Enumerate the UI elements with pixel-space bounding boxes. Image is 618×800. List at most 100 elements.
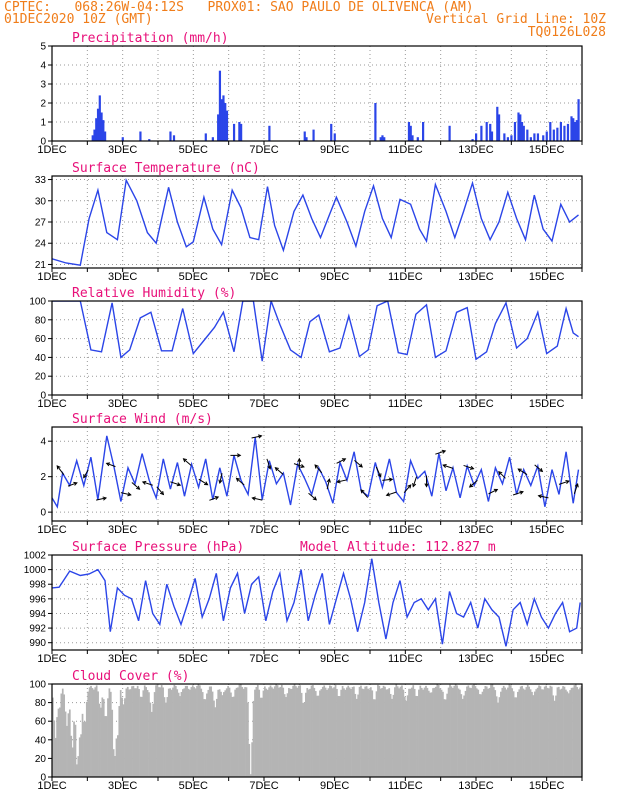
wind-arrow-head [267, 465, 272, 470]
cloud-bar [255, 687, 258, 777]
cloud-bar [415, 695, 417, 777]
cloud-bar [483, 689, 485, 777]
cloud-bar [485, 686, 488, 777]
cloud-bar [447, 687, 450, 777]
cloud-bar [563, 686, 566, 777]
wind-arrow [382, 478, 393, 481]
wind-arrow [336, 458, 346, 464]
wind-arrow-head [102, 496, 108, 501]
model-altitude: Model Altitude: 112.827 m [300, 540, 496, 555]
series-line [52, 177, 579, 266]
precip-bar [303, 131, 306, 141]
cloud-bar [546, 687, 549, 777]
cloud-bar [492, 687, 495, 777]
wind-arrow-head [141, 480, 147, 485]
cloud-bar [388, 688, 391, 777]
cloud-bar [109, 691, 112, 777]
cloud-bar [358, 686, 361, 777]
cloud-bar [464, 690, 467, 777]
precip-bar [96, 108, 100, 141]
cloud-bar [519, 686, 522, 777]
wind-arrow [275, 467, 284, 475]
cloud-bar [249, 774, 252, 777]
precip-bar [496, 106, 499, 141]
cloud-bar [463, 695, 465, 777]
precip-bar [575, 120, 578, 141]
cloud-bar [468, 687, 471, 777]
wind-arrow-head [336, 479, 341, 484]
cloud-bar [309, 688, 311, 777]
cloud-bar [234, 689, 237, 777]
cloud-bar [61, 688, 64, 777]
x-tick-label: 13DEC [458, 524, 494, 536]
cloud-bar [545, 685, 547, 777]
cloud-bar [108, 688, 111, 777]
precip-bar [519, 114, 522, 141]
precip-bar [100, 112, 103, 141]
x-tick-label: 5DEC [179, 144, 208, 156]
cloud-bar [433, 687, 436, 777]
precip-bar [91, 135, 94, 141]
precip-bar [222, 95, 225, 141]
cloud-bar [241, 687, 244, 777]
cloud-bar [316, 695, 319, 777]
cloud-bar [355, 698, 358, 777]
y-tick-label: 60 [35, 334, 47, 345]
precip-bar [529, 137, 532, 141]
cloud-bar [159, 687, 162, 777]
cloud-bar [548, 688, 550, 777]
precip-bar [506, 137, 509, 141]
cloud-bar [367, 688, 369, 777]
panel-frame [51, 300, 583, 396]
cloud-bar [457, 688, 460, 777]
cloud-bar [412, 685, 415, 777]
precip-bar [218, 70, 222, 141]
x-tick-label: 13DEC [458, 144, 494, 156]
wind-arrow [412, 476, 418, 487]
cloud-bar [297, 685, 300, 777]
wind-arrow-head [538, 467, 544, 473]
cloud-bar [230, 692, 232, 777]
panel-title: Relative Humidity (%) [72, 286, 236, 301]
x-tick-label: 13DEC [458, 780, 494, 792]
cloud-bar [459, 689, 461, 777]
y-tick-label: 100 [29, 680, 46, 691]
precip-bar [95, 118, 98, 141]
cloud-bar [254, 689, 256, 777]
wind-arrow [498, 471, 506, 479]
cloud-bar [245, 687, 248, 777]
precip-bar [169, 131, 172, 141]
wind-arrow-head [312, 496, 318, 501]
wind-arrow-head [83, 474, 87, 479]
x-tick-label: 11DEC [388, 271, 423, 283]
y-tick-label: 100 [29, 297, 46, 308]
precip-bar [305, 137, 308, 141]
cloud-bar [288, 687, 290, 777]
x-tick-label: 3DEC [108, 144, 137, 156]
panel-frame [51, 175, 583, 269]
panel-frame [51, 683, 583, 778]
x-tick-label: 9DEC [320, 144, 349, 156]
cloud-bar [141, 696, 143, 777]
cloud-bar [381, 688, 384, 777]
cloud-bar [360, 685, 362, 777]
cloud-bar [507, 687, 509, 777]
cloud-bar [105, 716, 108, 777]
y-tick-label: 33 [35, 175, 47, 186]
y-tick-label: 30 [35, 196, 47, 207]
cloud-bar [450, 686, 453, 777]
cloud-bar [80, 734, 82, 777]
cloud-bar [522, 688, 525, 777]
cloud-bar [158, 687, 160, 777]
cloud-bar [244, 687, 246, 777]
cloud-bar [73, 721, 75, 777]
cloud-bar [576, 687, 579, 777]
cloud-bar [425, 685, 427, 777]
panel-1 [48, 175, 583, 272]
panel-title: Surface Temperature (nC) [72, 161, 260, 176]
cloud-bar [152, 703, 155, 777]
panel-frame [51, 45, 583, 142]
cloud-bar [193, 687, 196, 777]
cloud-bar [312, 685, 314, 777]
cloud-bar [518, 689, 521, 777]
